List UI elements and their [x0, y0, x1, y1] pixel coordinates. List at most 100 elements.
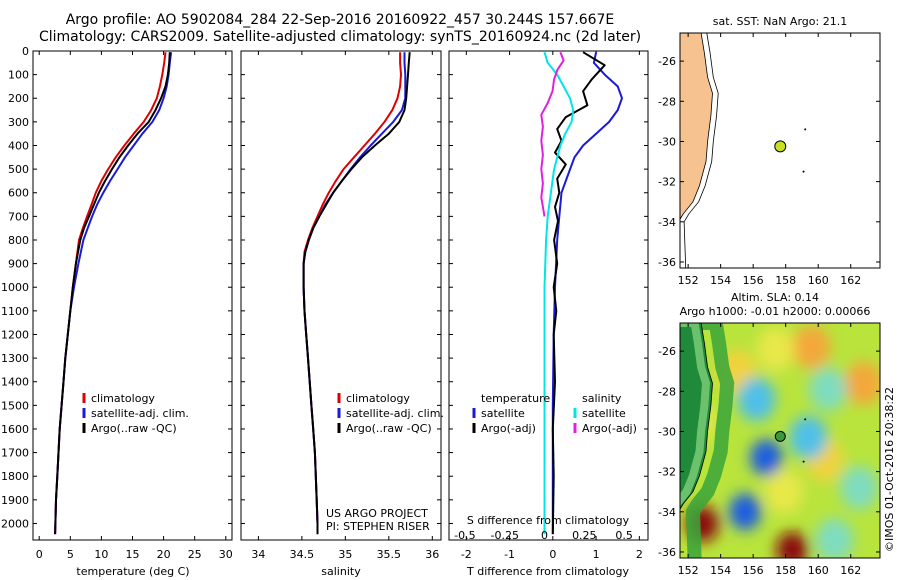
difference-s-tick-label: 0.5	[615, 529, 633, 542]
depth-tick-label: 900	[8, 258, 29, 271]
map-sla-map-area	[680, 323, 880, 558]
difference-x-tick-label: 0	[549, 548, 556, 561]
figure-title-line2: Climatology: CARS2009. Satellite-adjuste…	[38, 29, 642, 45]
depth-tick-label: 400	[8, 139, 29, 152]
map-sst-lon-label: 156	[743, 274, 764, 287]
difference-legend-header-salinity: salinity	[582, 392, 622, 405]
salinity-series-climatology	[302, 52, 402, 535]
sla-anomaly-blob	[789, 415, 828, 460]
depth-tick-label: 1200	[1, 328, 29, 341]
map-sst-lon-label: 152	[678, 274, 699, 287]
map-sst-lat-label: -34	[658, 216, 676, 229]
map-sla-lon-label: 152	[678, 564, 699, 577]
temperature-plot-frame	[32, 50, 233, 541]
temperature-x-tick-label: 20	[157, 548, 171, 561]
salinity-x-tick-label: 34	[251, 548, 265, 561]
temperature-series-argo-raw-qc-	[54, 52, 171, 535]
map-sst-lon-label: 160	[808, 274, 829, 287]
depth-tick-label: 300	[8, 116, 29, 129]
depth-tick-label: 2000	[1, 517, 29, 530]
temperature-x-tick-label: 15	[126, 548, 140, 561]
difference-series-satellite	[543, 51, 575, 535]
salinity-plot-frame	[240, 50, 442, 541]
sla-coast-strip	[680, 323, 711, 507]
map-sla-lon-label: 162	[840, 564, 861, 577]
difference-series-satellite	[551, 51, 623, 535]
temperature-x-tick-label: 25	[188, 548, 202, 561]
salinity-axis-label: salinity	[321, 565, 361, 578]
map-sst-lat-label: -36	[658, 256, 676, 269]
salinity-legend-label: climatology	[346, 392, 410, 405]
difference-series-argo-adj-	[551, 51, 606, 535]
map-sla-float-marker	[774, 430, 786, 442]
sst-isobath	[683, 33, 719, 268]
temperature-x-tick-label: 30	[219, 548, 233, 561]
depth-tick-label: 1300	[1, 352, 29, 365]
sla-map-title2: Argo h1000: -0.01 h2000: 0.00066	[680, 305, 871, 318]
map-sst-float-marker	[774, 140, 787, 153]
difference-plot-frame	[448, 50, 649, 541]
map-sst-lat-label: -28	[658, 95, 676, 108]
temperature-x-tick-label: 0	[36, 548, 43, 561]
difference-temperature-legend-label: Argo(-adj)	[481, 422, 536, 435]
credits-line2: PI: STEPHEN RISER	[326, 520, 430, 533]
temperature-legend-label: climatology	[91, 392, 155, 405]
sla-anomaly-blob	[750, 439, 783, 476]
depth-tick-label: 700	[8, 210, 29, 223]
map-sst-land	[680, 33, 713, 268]
map-sst-lat-label: -32	[658, 176, 676, 189]
map-sla-lon-label: 154	[710, 564, 731, 577]
difference-s-tick-label: 0	[541, 529, 548, 542]
sla-anomaly-blob	[776, 531, 809, 558]
map-sla-frame	[679, 322, 881, 559]
sst-map-title: sat. SST: NaN Argo: 21.1	[713, 15, 847, 28]
depth-tick-label: 600	[8, 187, 29, 200]
map-sst-lat-label: -30	[658, 135, 676, 148]
map-sst-frame	[679, 32, 881, 269]
temperature-legend-label: Argo(..raw -QC)	[91, 422, 177, 435]
difference-s-axis-label: S difference from climatology	[467, 514, 630, 527]
depth-tick-label: 1600	[1, 423, 29, 436]
depth-tick-label: 1900	[1, 494, 29, 507]
difference-x-tick-label: 1	[593, 548, 600, 561]
depth-tick-label: 0	[22, 45, 29, 58]
map-sla-lat-label: -26	[658, 345, 676, 358]
temperature-axis-label: temperature (deg C)	[76, 565, 189, 578]
sla-anomaly-blob	[737, 377, 776, 422]
depth-tick-label: 1800	[1, 470, 29, 483]
map-sst-lat-label: -26	[658, 55, 676, 68]
salinity-legend-label: Argo(..raw -QC)	[346, 422, 432, 435]
salinity-series-satellite-adj-clim-	[302, 52, 407, 535]
map-sst-lon-label: 154	[710, 274, 731, 287]
sla-anomaly-blob	[756, 327, 795, 371]
sla-anomaly-blob	[792, 325, 831, 369]
difference-s-tick-label: -0.5	[454, 529, 475, 542]
salinity-x-tick-label: 35.5	[377, 548, 402, 561]
depth-tick-label: 1400	[1, 376, 29, 389]
sla-shelf-band	[685, 323, 735, 558]
credits-line1: US ARGO PROJECT	[326, 507, 428, 520]
sla-anomaly-blob	[839, 465, 878, 510]
salinity-legend-label: satellite-adj. clim.	[346, 407, 444, 420]
map-sla-lat-label: -32	[658, 466, 676, 479]
island-dot	[804, 418, 807, 421]
island-dot	[802, 170, 805, 173]
map-sla-lon-label: 158	[775, 564, 796, 577]
salinity-series-argo-raw-qc-	[302, 52, 411, 535]
depth-tick-label: 1100	[1, 305, 29, 318]
temperature-x-tick-label: 10	[94, 548, 108, 561]
map-sla-lat-label: -36	[658, 546, 676, 559]
difference-legend-header-temperature: temperature	[481, 392, 550, 405]
sla-anomaly-blob	[815, 518, 854, 558]
figure-title-line1: Argo profile: AO 5902084_284 22-Sep-2016…	[65, 12, 615, 28]
map-sla-lat-label: -30	[658, 425, 676, 438]
sla-anomaly-blob	[765, 469, 804, 514]
map-sst-map-area	[680, 33, 880, 268]
difference-salinity-legend-label: Argo(-adj)	[582, 422, 637, 435]
sla-anomaly-blob	[729, 493, 762, 531]
island-dot	[802, 460, 805, 463]
salinity-x-tick-label: 36	[425, 548, 439, 561]
difference-s-tick-label: 0.25	[572, 529, 597, 542]
island-dot	[804, 128, 807, 131]
